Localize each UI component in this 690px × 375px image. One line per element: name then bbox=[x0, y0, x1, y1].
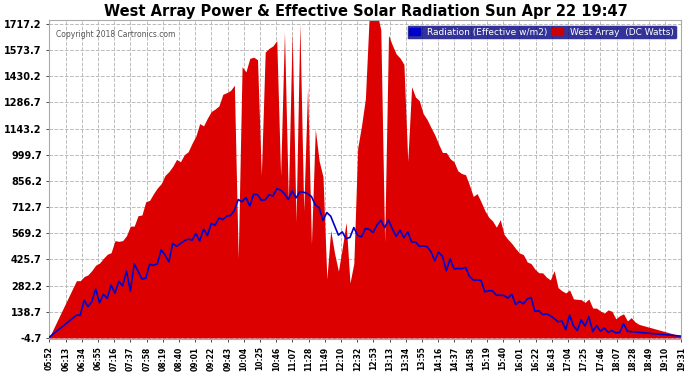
Legend: Radiation (Effective w/m2), West Array  (DC Watts): Radiation (Effective w/m2), West Array (… bbox=[406, 25, 677, 39]
Text: Copyright 2018 Cartronics.com: Copyright 2018 Cartronics.com bbox=[56, 30, 175, 39]
Title: West Array Power & Effective Solar Radiation Sun Apr 22 19:47: West Array Power & Effective Solar Radia… bbox=[104, 4, 627, 19]
